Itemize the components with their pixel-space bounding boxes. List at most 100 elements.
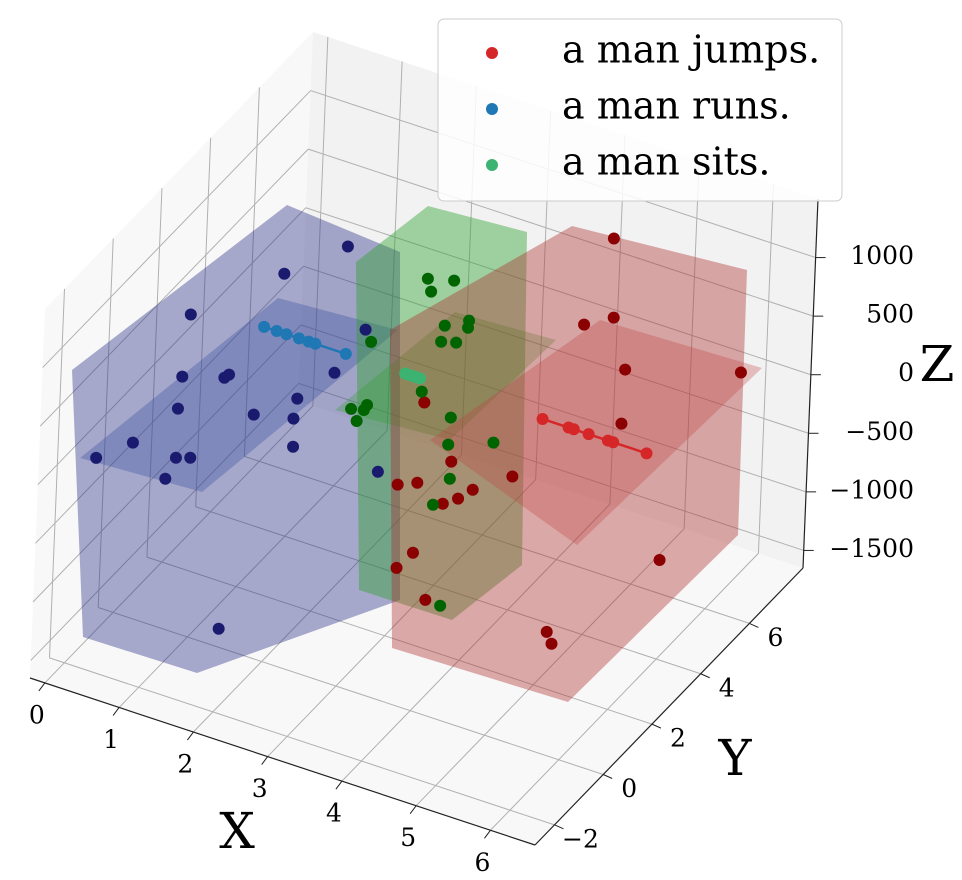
grid-line [118, 430, 388, 708]
pane [30, 401, 803, 845]
point [567, 423, 580, 436]
point [212, 622, 225, 635]
point [184, 308, 197, 321]
grid-line [683, 159, 700, 529]
point [487, 436, 500, 449]
x-tick [409, 805, 417, 815]
grid-line [44, 405, 314, 684]
marks [90, 232, 747, 650]
point [734, 366, 747, 379]
legend-marker [486, 159, 498, 171]
grid-line [415, 528, 685, 807]
plane [335, 312, 556, 440]
point [171, 402, 184, 415]
point [607, 311, 620, 324]
legend-marker [486, 103, 498, 115]
point [359, 323, 372, 336]
point [607, 436, 620, 449]
grid-line [308, 148, 814, 317]
point [540, 625, 553, 638]
y-tick-label: 0 [621, 774, 637, 803]
plane [72, 205, 400, 673]
point [443, 472, 456, 485]
x-tick-label: 0 [29, 700, 45, 729]
z-axis-title: Z [920, 335, 955, 393]
point [291, 392, 304, 405]
point [287, 440, 300, 453]
x-axis [29, 677, 536, 846]
x-tick-label: 4 [326, 799, 342, 828]
grid-line [386, 61, 403, 431]
z-axis [802, 198, 819, 569]
labels: X Y Z 0 1 2 3 4 5 6 −2 0 2 4 6 −1500 −1000 −500 0 500 100… [29, 241, 954, 877]
legend-box [437, 18, 843, 202]
point [442, 438, 455, 451]
grid-line [97, 238, 114, 608]
grid-line [35, 265, 304, 544]
planes [72, 205, 762, 702]
point [169, 451, 182, 464]
point [90, 451, 103, 464]
z-tick-label: 0 [898, 358, 914, 387]
point [159, 472, 172, 485]
point [328, 366, 341, 379]
point [462, 321, 475, 334]
point [582, 428, 595, 441]
point [640, 447, 653, 460]
plane [430, 320, 762, 545]
point [390, 561, 403, 574]
pane [30, 32, 313, 678]
point [545, 637, 558, 650]
point [418, 396, 431, 409]
point [341, 240, 354, 253]
grid-line [195, 506, 701, 675]
point [287, 412, 300, 425]
point [615, 417, 628, 430]
point [176, 370, 189, 383]
x-tick-label: 5 [400, 823, 416, 852]
grid-line [146, 188, 163, 558]
grid-line [98, 607, 604, 775]
plane [356, 206, 527, 620]
point [438, 319, 451, 332]
y-tick-label: −2 [562, 824, 599, 853]
legend-label: a man jumps. [562, 28, 820, 72]
legend-marker [486, 47, 498, 59]
point [280, 328, 293, 341]
point [425, 285, 438, 298]
grid-line [267, 479, 537, 757]
y-tick-label: 4 [719, 673, 735, 702]
x-tick [38, 682, 46, 692]
point [406, 546, 419, 559]
grid-line [48, 288, 65, 658]
point [184, 451, 197, 464]
point [452, 492, 465, 505]
y-axis-title: Y [717, 729, 752, 787]
grid-line [32, 324, 302, 603]
grid-line [300, 324, 807, 493]
point [445, 455, 458, 468]
point [607, 232, 620, 245]
z-tick-label: −1500 [829, 534, 914, 563]
x-tick-label: 1 [103, 725, 119, 754]
grid-line [305, 207, 812, 376]
y-tick [554, 824, 564, 830]
x-tick-label: 2 [177, 750, 193, 779]
x-tick [261, 756, 269, 765]
point [434, 599, 447, 612]
x-tick [335, 780, 343, 790]
point [247, 408, 260, 421]
plane [390, 226, 747, 702]
y-tick-label: 6 [767, 623, 783, 652]
grid-line [195, 137, 212, 507]
legend: a man jumps. a man runs. a man sits. [437, 18, 843, 202]
point [436, 497, 449, 510]
x-tick [186, 731, 194, 741]
point [414, 372, 427, 385]
grid-line [757, 184, 774, 554]
grid-line [42, 90, 311, 368]
point [361, 398, 374, 411]
axes-panes [29, 32, 819, 846]
point [278, 267, 291, 280]
